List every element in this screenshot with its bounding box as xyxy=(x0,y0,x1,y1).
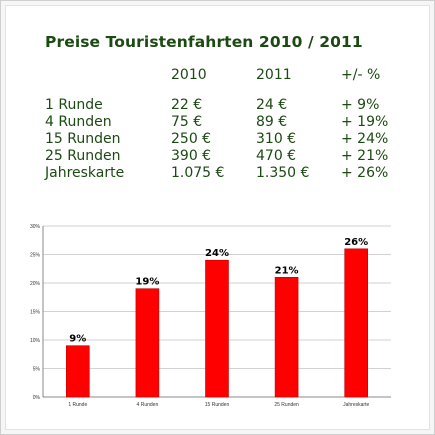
table-cell: 75 € xyxy=(171,114,203,130)
table-header: 2011 xyxy=(256,67,292,83)
y-tick-label: 5% xyxy=(33,367,41,373)
table-cell: 310 € xyxy=(256,131,297,147)
bar-chart: 0% 5% 10% 15% 20% 25% 30% 9% 1 Runde 19% 4 Runden 2… xyxy=(30,224,391,408)
table-cell: + 9% xyxy=(341,97,380,113)
y-tick-label: 0% xyxy=(33,395,41,401)
bar xyxy=(274,277,299,398)
table-cell: 1.350 € xyxy=(256,165,310,181)
x-tick-label: 1 Runde xyxy=(68,402,87,408)
table-cell: 390 € xyxy=(171,148,212,164)
data-label: 9% xyxy=(69,334,86,345)
x-tick-label: 4 Runden xyxy=(137,402,159,408)
x-tick-label: 15 Runden xyxy=(205,402,230,408)
table-header: 2010 xyxy=(171,67,207,83)
table-cell: 1 Runde xyxy=(45,97,103,113)
table-row: 4 Runden 75 € 89 € + 19% xyxy=(45,114,401,131)
y-tick-label: 15% xyxy=(30,310,41,316)
y-tick-label: 25% xyxy=(30,253,41,259)
table-cell: + 26% xyxy=(341,165,389,181)
y-tick-label: 20% xyxy=(30,281,41,287)
data-label: 24% xyxy=(205,248,229,259)
bar xyxy=(205,259,229,398)
table-row: 1 Runde 22 € 24 € + 9% xyxy=(45,97,401,114)
table-cell: 1.075 € xyxy=(171,165,225,181)
page-title: Preise Touristenfahrten 2010 / 2011 xyxy=(45,33,363,51)
table-cell: 24 € xyxy=(256,97,288,113)
table-cell: 4 Runden xyxy=(45,114,112,130)
bar xyxy=(344,248,369,398)
table-header xyxy=(45,67,171,97)
data-label: 19% xyxy=(135,277,159,288)
y-tick-label: 10% xyxy=(30,338,41,344)
table-header-row: 2010 2011 +/- % xyxy=(45,67,401,97)
x-tick-label: Jahreskarte xyxy=(343,402,369,408)
data-label: 21% xyxy=(275,265,299,276)
table-header: +/- % xyxy=(341,67,381,83)
table-cell: 15 Runden xyxy=(45,131,121,147)
table-cell: 470 € xyxy=(256,148,297,164)
table-cell: 89 € xyxy=(256,114,288,130)
y-tick-label: 30% xyxy=(30,224,41,230)
table-cell: + 24% xyxy=(341,131,389,147)
table-row: 15 Runden 250 € 310 € + 24% xyxy=(45,131,401,148)
table-cell: 250 € xyxy=(171,131,212,147)
bar xyxy=(135,288,160,398)
table-cell: + 21% xyxy=(341,148,389,164)
table-row: Jahreskarte 1.075 € 1.350 € + 26% xyxy=(45,165,401,182)
bar xyxy=(65,345,90,398)
table-row: 25 Runden 390 € 470 € + 21% xyxy=(45,148,401,165)
table-cell: 25 Runden xyxy=(45,148,121,164)
table-cell: + 19% xyxy=(341,114,389,130)
x-tick-label: 25 Runden xyxy=(274,402,299,408)
table-cell: Jahreskarte xyxy=(45,165,125,181)
data-label: 26% xyxy=(344,237,368,248)
table-cell: 22 € xyxy=(171,97,203,113)
price-table: 2010 2011 +/- % 1 Runde 22 € 24 € + 9% 4… xyxy=(45,67,401,182)
